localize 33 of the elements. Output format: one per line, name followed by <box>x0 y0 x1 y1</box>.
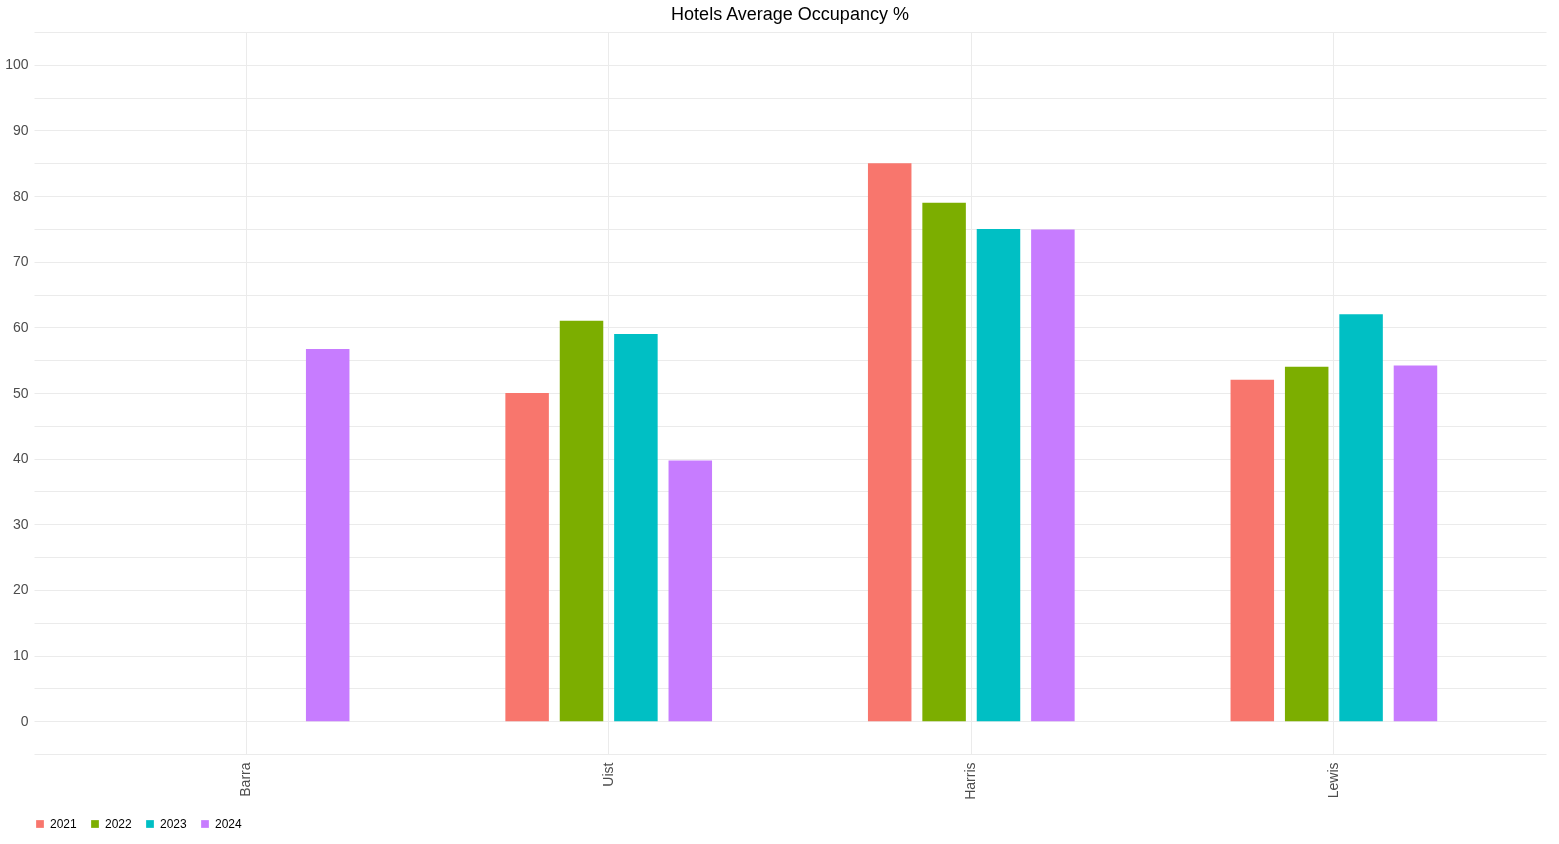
legend-label: 2023 <box>160 817 188 831</box>
y-tick-label: 100 <box>5 56 29 73</box>
legend-label: 2022 <box>105 817 133 831</box>
y-tick-label: 40 <box>12 450 29 467</box>
y-tick-label: 80 <box>12 187 29 204</box>
y-tick-label: 90 <box>12 121 29 138</box>
legend-label: 2021 <box>50 817 78 831</box>
bar <box>1031 229 1075 722</box>
bar <box>922 202 966 722</box>
y-tick-label: 50 <box>12 384 29 401</box>
x-tick-label: Lewis <box>1324 762 1341 799</box>
bar <box>1339 314 1383 722</box>
bar <box>505 393 549 722</box>
bar <box>1230 379 1275 722</box>
legend-label: 2024 <box>215 817 243 831</box>
x-tick-label: Uist <box>599 762 616 787</box>
chart-title: Hotels Average Occupancy % <box>671 4 909 24</box>
bar <box>668 460 713 722</box>
bar <box>1393 365 1438 722</box>
x-tick-label: Harris <box>962 762 979 800</box>
y-tick-label: 60 <box>12 318 29 335</box>
y-tick-label: 30 <box>12 515 29 532</box>
y-tick-label: 70 <box>12 253 29 270</box>
y-tick-label: 10 <box>12 647 29 664</box>
bar <box>1284 366 1329 722</box>
y-tick-label: 0 <box>20 712 29 729</box>
x-tick-label: Barra <box>237 762 254 797</box>
bar <box>614 333 658 722</box>
y-tick-label: 20 <box>12 581 29 598</box>
bar <box>976 228 1021 722</box>
bar <box>867 163 912 722</box>
bar <box>559 320 604 722</box>
bar <box>305 349 350 722</box>
